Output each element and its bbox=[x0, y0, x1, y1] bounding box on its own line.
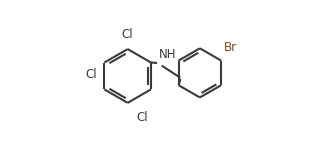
Text: Cl: Cl bbox=[122, 28, 133, 41]
Text: Cl: Cl bbox=[85, 68, 97, 81]
Text: Cl: Cl bbox=[137, 111, 148, 124]
Text: NH: NH bbox=[159, 49, 177, 61]
Text: Br: Br bbox=[224, 41, 237, 54]
